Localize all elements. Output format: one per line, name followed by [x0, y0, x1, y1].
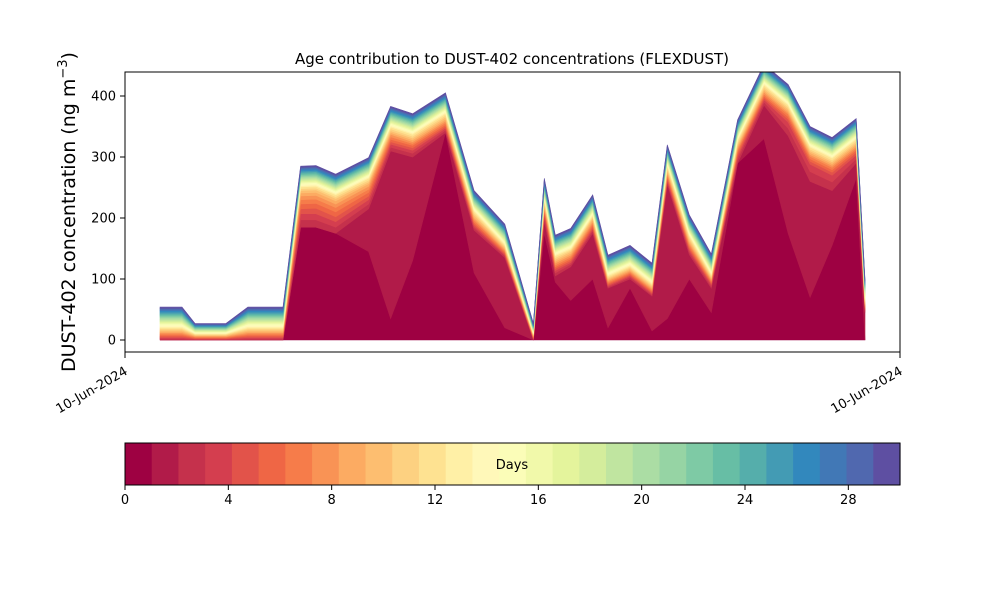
plot-frame [124, 71, 901, 353]
y-axis-label-superscript: −3 [56, 59, 71, 78]
colorbar-segment [632, 443, 661, 485]
colorbar-segment [686, 443, 714, 485]
colorbar-segment [499, 443, 527, 485]
colorbar-segment [873, 443, 901, 485]
y-tick-label: 400 [91, 90, 116, 105]
colorbar-segment [846, 443, 874, 485]
colorbar-segment [793, 443, 821, 485]
colorbar-segment [312, 443, 340, 485]
colorbar-segment [472, 443, 500, 485]
colorbar-tick-label: 4 [224, 493, 232, 508]
colorbar-segment [258, 443, 286, 485]
colorbar-segment [418, 443, 447, 485]
colorbar-segment [231, 443, 260, 485]
colorbar-tick-label: 20 [633, 493, 650, 508]
colorbar-segment [285, 443, 313, 485]
colorbar-segment [766, 443, 794, 485]
colorbar-segment [819, 443, 848, 485]
colorbar-segment [552, 443, 580, 485]
colorbar-segment [659, 443, 687, 485]
y-axis-label-text: DUST-402 concentration (ng m [58, 79, 80, 372]
y-axis-label: DUST-402 concentration (ng m−3) [56, 52, 80, 372]
y-axis: 0 100 200 300 400 [91, 90, 125, 349]
colorbar-tick-label: 28 [840, 493, 857, 508]
colorbar-segment [445, 443, 474, 485]
colorbar-segment [712, 443, 741, 485]
x-axis: 10-Jun-2024 10-Jun-2024 [54, 352, 906, 417]
colorbar-tick-label: 8 [328, 493, 336, 508]
colorbar-segment [525, 443, 554, 485]
colorbar-segment [338, 443, 367, 485]
colorbar-ticks: 0 4 8 12 16 20 24 28 [121, 485, 857, 508]
colorbar-frame [124, 442, 901, 486]
colorbar-segment [151, 443, 180, 485]
colorbar-segment [205, 443, 233, 485]
colorbar-segment [392, 443, 420, 485]
colorbar-segment [365, 443, 393, 485]
colorbar-segment [739, 443, 767, 485]
y-tick-label: 0 [108, 334, 116, 349]
y-tick-label: 100 [91, 273, 116, 288]
colorbar-tick-label: 12 [427, 493, 444, 508]
colorbar-segment [178, 443, 206, 485]
stacked-area-layers [159, 72, 866, 341]
colorbar [125, 443, 901, 485]
y-axis-label-close: ) [58, 52, 80, 59]
area-layer-day-28 [159, 72, 866, 325]
chart-title: Age contribution to DUST-402 concentrati… [295, 50, 729, 68]
colorbar-segment [579, 443, 607, 485]
x-tick-label-end: 10-Jun-2024 [829, 364, 906, 417]
colorbar-segment [606, 443, 634, 485]
colorbar-tick-label: 16 [530, 493, 547, 508]
colorbar-label: Days [496, 458, 529, 473]
colorbar-tick-label: 24 [737, 493, 754, 508]
colorbar-tick-label: 0 [121, 493, 129, 508]
y-tick-label: 200 [91, 212, 116, 227]
y-tick-label: 300 [91, 151, 116, 166]
colorbar-segment [125, 443, 153, 485]
